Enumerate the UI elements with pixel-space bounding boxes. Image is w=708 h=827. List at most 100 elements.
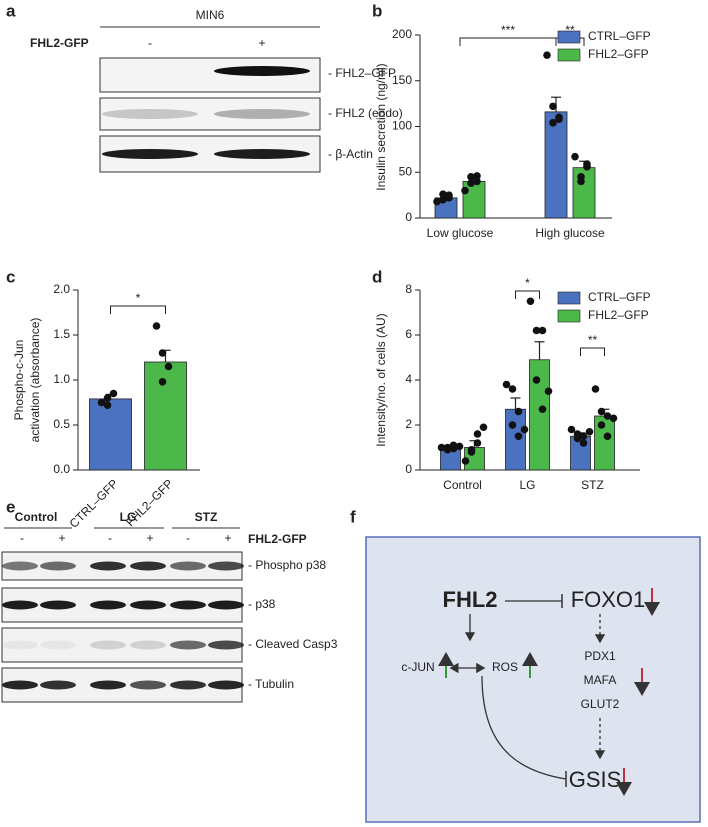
blot-row-label: - p38 (248, 597, 276, 611)
lane-label: - (186, 531, 190, 545)
data-point (158, 378, 167, 386)
bar (505, 408, 526, 471)
data-point (109, 389, 118, 398)
blot-band (90, 640, 126, 650)
legend-swatch (557, 291, 581, 305)
significance-bracket (515, 290, 540, 299)
x-tick-label: STZ (581, 478, 604, 492)
data-point (445, 191, 453, 199)
data-point (555, 115, 563, 123)
bar (462, 180, 486, 219)
data-point (439, 190, 447, 199)
blot-band (170, 640, 206, 650)
blot-row-label: - Phospho p38 (248, 558, 326, 572)
node: FOXO1 (571, 587, 646, 612)
y-axis-label: activation (absorbance) (28, 318, 42, 443)
y-tick-label: 2 (405, 417, 412, 431)
data-point (538, 326, 547, 335)
data-point (461, 457, 470, 465)
blot-band (170, 600, 206, 610)
data-point (520, 425, 529, 434)
blot-band (2, 640, 38, 650)
bar (89, 398, 132, 471)
diagram-box (365, 536, 701, 823)
blot-band (170, 680, 206, 690)
blot-row-label: - β-Actin (328, 147, 373, 161)
lane-label: + (224, 531, 231, 545)
blot-band (90, 561, 126, 571)
panel-label: a (6, 1, 16, 20)
bar (144, 361, 187, 471)
blot-row-label: - Tubulin (248, 677, 294, 691)
data-point (103, 401, 112, 410)
y-tick-label: 1.0 (53, 372, 70, 386)
panel-label: b (372, 1, 382, 20)
y-tick-label: 0.5 (53, 417, 70, 431)
legend-label: FHL2–GFP (588, 308, 649, 322)
lane-label: + (58, 531, 65, 545)
data-point (514, 432, 523, 441)
x-tick-label: LG (519, 478, 535, 492)
group-label: Control (15, 510, 58, 524)
significance-label: * (136, 291, 141, 305)
data-point (473, 439, 482, 447)
y-axis-label: Insulin secretion (ng/ml) (374, 63, 388, 190)
data-point (579, 432, 588, 441)
x-tick-label: FHL2–GFP (123, 476, 176, 529)
condition-label: FHL2-GFP (30, 36, 89, 50)
blot-band (208, 600, 244, 610)
blot-band (214, 109, 310, 119)
data-point (609, 414, 618, 423)
data-point (577, 177, 585, 186)
x-tick-label: Low glucose (427, 226, 494, 240)
legend-label: FHL2–GFP (588, 47, 649, 61)
lane-label: - (148, 36, 152, 50)
blot-band (208, 640, 244, 650)
data-point (439, 195, 447, 204)
data-point (514, 407, 523, 416)
significance-label: ** (588, 333, 598, 347)
blot-band (40, 561, 76, 571)
data-point (585, 427, 594, 436)
data-point (543, 51, 551, 59)
blot-band (2, 680, 38, 690)
data-point (583, 160, 591, 168)
blot-row-label: - Cleaved Casp3 (248, 637, 338, 651)
legend-swatch (557, 30, 581, 44)
data-point (158, 349, 167, 357)
y-axis-label: Phospho-c-Jun (12, 340, 26, 421)
blot-band (90, 600, 126, 610)
blot-band (130, 680, 166, 690)
data-point (467, 445, 476, 454)
node: PDX1 (584, 649, 616, 663)
x-tick-label: CTRL–GFP (67, 476, 121, 530)
data-point (579, 439, 588, 447)
lane-label: + (258, 36, 265, 50)
data-point (526, 297, 535, 306)
data-point (603, 432, 612, 441)
significance-label: *** (501, 23, 515, 37)
node: FHL2 (443, 587, 498, 612)
data-point (433, 197, 441, 206)
y-axis-label: Intensity/no. of cells (AU) (374, 313, 388, 446)
blot-band (102, 109, 198, 119)
bar (544, 111, 568, 219)
lane-label: - (20, 531, 24, 545)
data-point (567, 425, 576, 434)
lane-label: + (146, 531, 153, 545)
data-point (467, 173, 475, 181)
condition-label: FHL2-GFP (248, 532, 307, 546)
y-tick-label: 100 (392, 119, 412, 133)
significance-bracket (110, 305, 166, 314)
group-label: STZ (195, 510, 218, 524)
y-tick-label: 0.0 (53, 462, 70, 476)
panel-label: f (350, 507, 356, 526)
significance-bracket (459, 37, 557, 46)
legend-swatch (557, 309, 581, 323)
data-point (544, 387, 553, 396)
blot-band (130, 600, 166, 610)
data-point (597, 407, 606, 416)
significance-label: ** (565, 23, 575, 37)
blot-band (102, 149, 198, 159)
data-point (597, 421, 606, 429)
